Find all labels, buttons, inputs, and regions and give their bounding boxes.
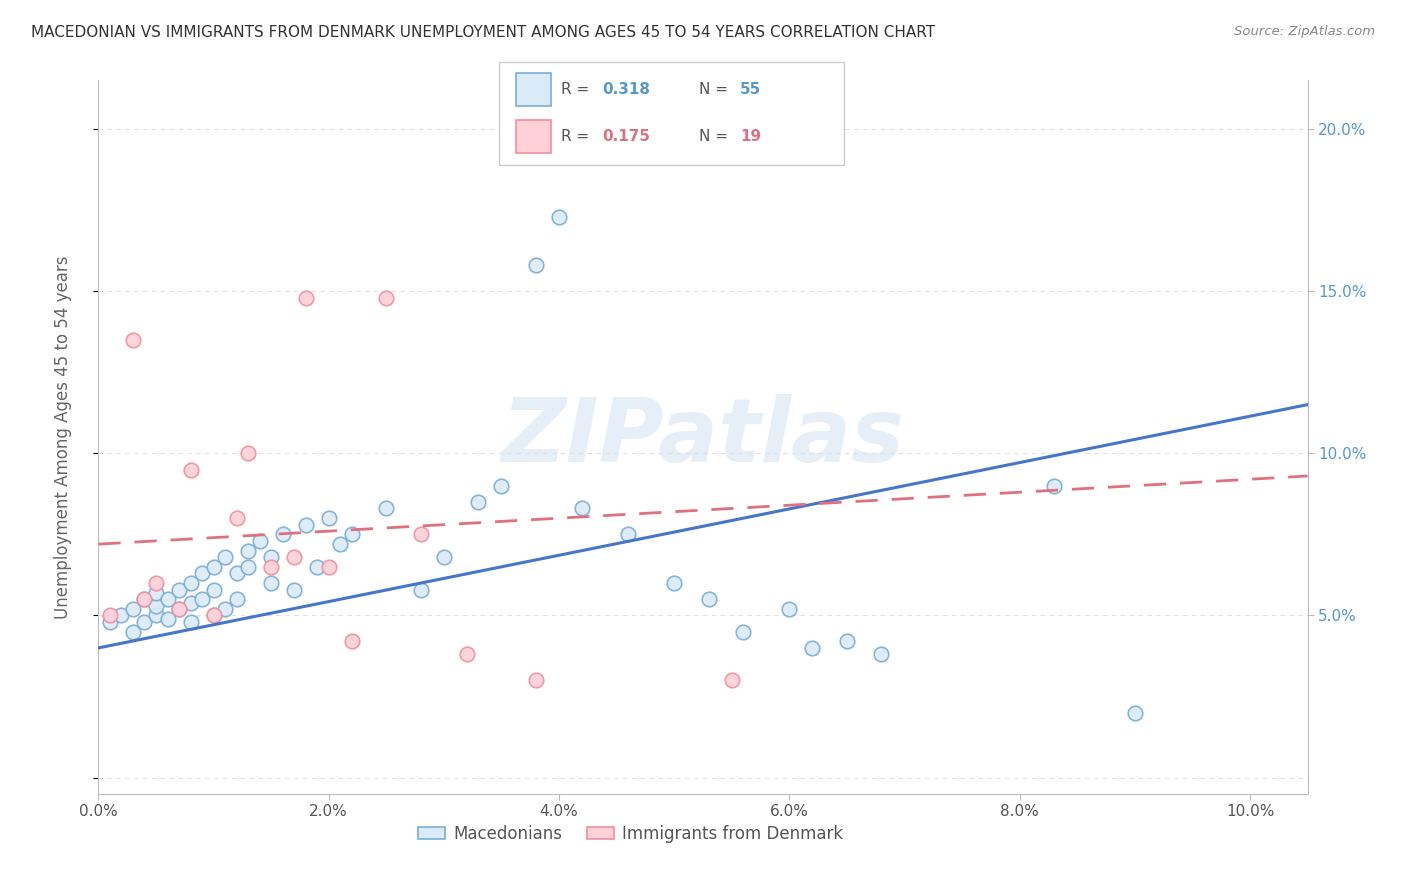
Point (524, 258, 547, 272)
Point (167, 582, 190, 597)
Point (778, 602, 800, 616)
Point (617, 527, 640, 541)
Point (236, 543, 259, 558)
Point (225, 592, 247, 607)
Point (145, 608, 167, 623)
Point (1043, 479, 1066, 493)
Point (283, 582, 305, 597)
Text: R =: R = (561, 128, 595, 144)
Point (214, 550, 236, 565)
Point (167, 602, 190, 616)
Point (122, 602, 145, 616)
Text: N =: N = (699, 128, 733, 144)
Point (375, 501, 398, 516)
Point (98, 608, 121, 623)
Point (191, 566, 214, 581)
Text: ZIPatlas: ZIPatlas (502, 393, 904, 481)
FancyBboxPatch shape (516, 120, 551, 153)
Point (375, 291, 398, 305)
Point (524, 673, 547, 688)
Point (134, 615, 156, 629)
Point (260, 550, 283, 565)
Point (122, 333, 145, 347)
Point (156, 612, 179, 626)
Point (720, 673, 742, 688)
Point (180, 595, 202, 609)
Point (409, 582, 432, 597)
Point (307, 559, 329, 574)
Point (340, 527, 363, 541)
Point (180, 576, 202, 591)
Point (294, 517, 316, 532)
FancyBboxPatch shape (499, 62, 844, 165)
Point (340, 634, 363, 648)
Point (191, 592, 214, 607)
Point (214, 602, 236, 616)
Point (202, 608, 225, 623)
Point (318, 559, 340, 574)
Point (283, 550, 305, 565)
Point (664, 576, 686, 591)
Point (134, 592, 156, 607)
Point (433, 550, 456, 565)
Point (180, 462, 202, 476)
Point (571, 501, 593, 516)
Point (801, 640, 824, 655)
Text: Source: ZipAtlas.com: Source: ZipAtlas.com (1234, 25, 1375, 38)
Point (202, 559, 225, 574)
Point (98, 615, 121, 629)
Text: 19: 19 (741, 128, 762, 144)
Point (260, 559, 283, 574)
Point (409, 527, 432, 541)
Y-axis label: Unemployment Among Ages 45 to 54 years: Unemployment Among Ages 45 to 54 years (53, 255, 72, 619)
Point (491, 479, 513, 493)
Point (697, 592, 720, 607)
Point (548, 210, 571, 224)
Point (167, 602, 190, 616)
Point (870, 648, 893, 662)
Point (122, 624, 145, 639)
Point (145, 586, 167, 600)
Text: 0.318: 0.318 (603, 81, 651, 96)
Point (260, 576, 283, 591)
Point (110, 608, 132, 623)
Point (225, 566, 247, 581)
Point (236, 446, 259, 460)
Point (180, 615, 202, 629)
Point (294, 291, 316, 305)
Point (835, 634, 858, 648)
Point (236, 559, 259, 574)
Text: MACEDONIAN VS IMMIGRANTS FROM DENMARK UNEMPLOYMENT AMONG AGES 45 TO 54 YEARS COR: MACEDONIAN VS IMMIGRANTS FROM DENMARK UN… (31, 25, 935, 40)
Point (145, 576, 167, 591)
Text: N =: N = (699, 81, 733, 96)
Point (456, 648, 478, 662)
Text: R =: R = (561, 81, 595, 96)
Point (318, 511, 340, 525)
Point (271, 527, 294, 541)
FancyBboxPatch shape (516, 73, 551, 105)
Point (1123, 706, 1146, 720)
Point (156, 592, 179, 607)
Point (202, 608, 225, 623)
Text: 0.175: 0.175 (603, 128, 651, 144)
Legend: Macedonians, Immigrants from Denmark: Macedonians, Immigrants from Denmark (411, 819, 849, 850)
Point (225, 511, 247, 525)
Point (145, 599, 167, 613)
Point (134, 592, 156, 607)
Point (467, 495, 489, 509)
Point (249, 533, 271, 548)
Point (329, 537, 352, 551)
Text: 55: 55 (741, 81, 762, 96)
Point (733, 624, 755, 639)
Point (202, 582, 225, 597)
